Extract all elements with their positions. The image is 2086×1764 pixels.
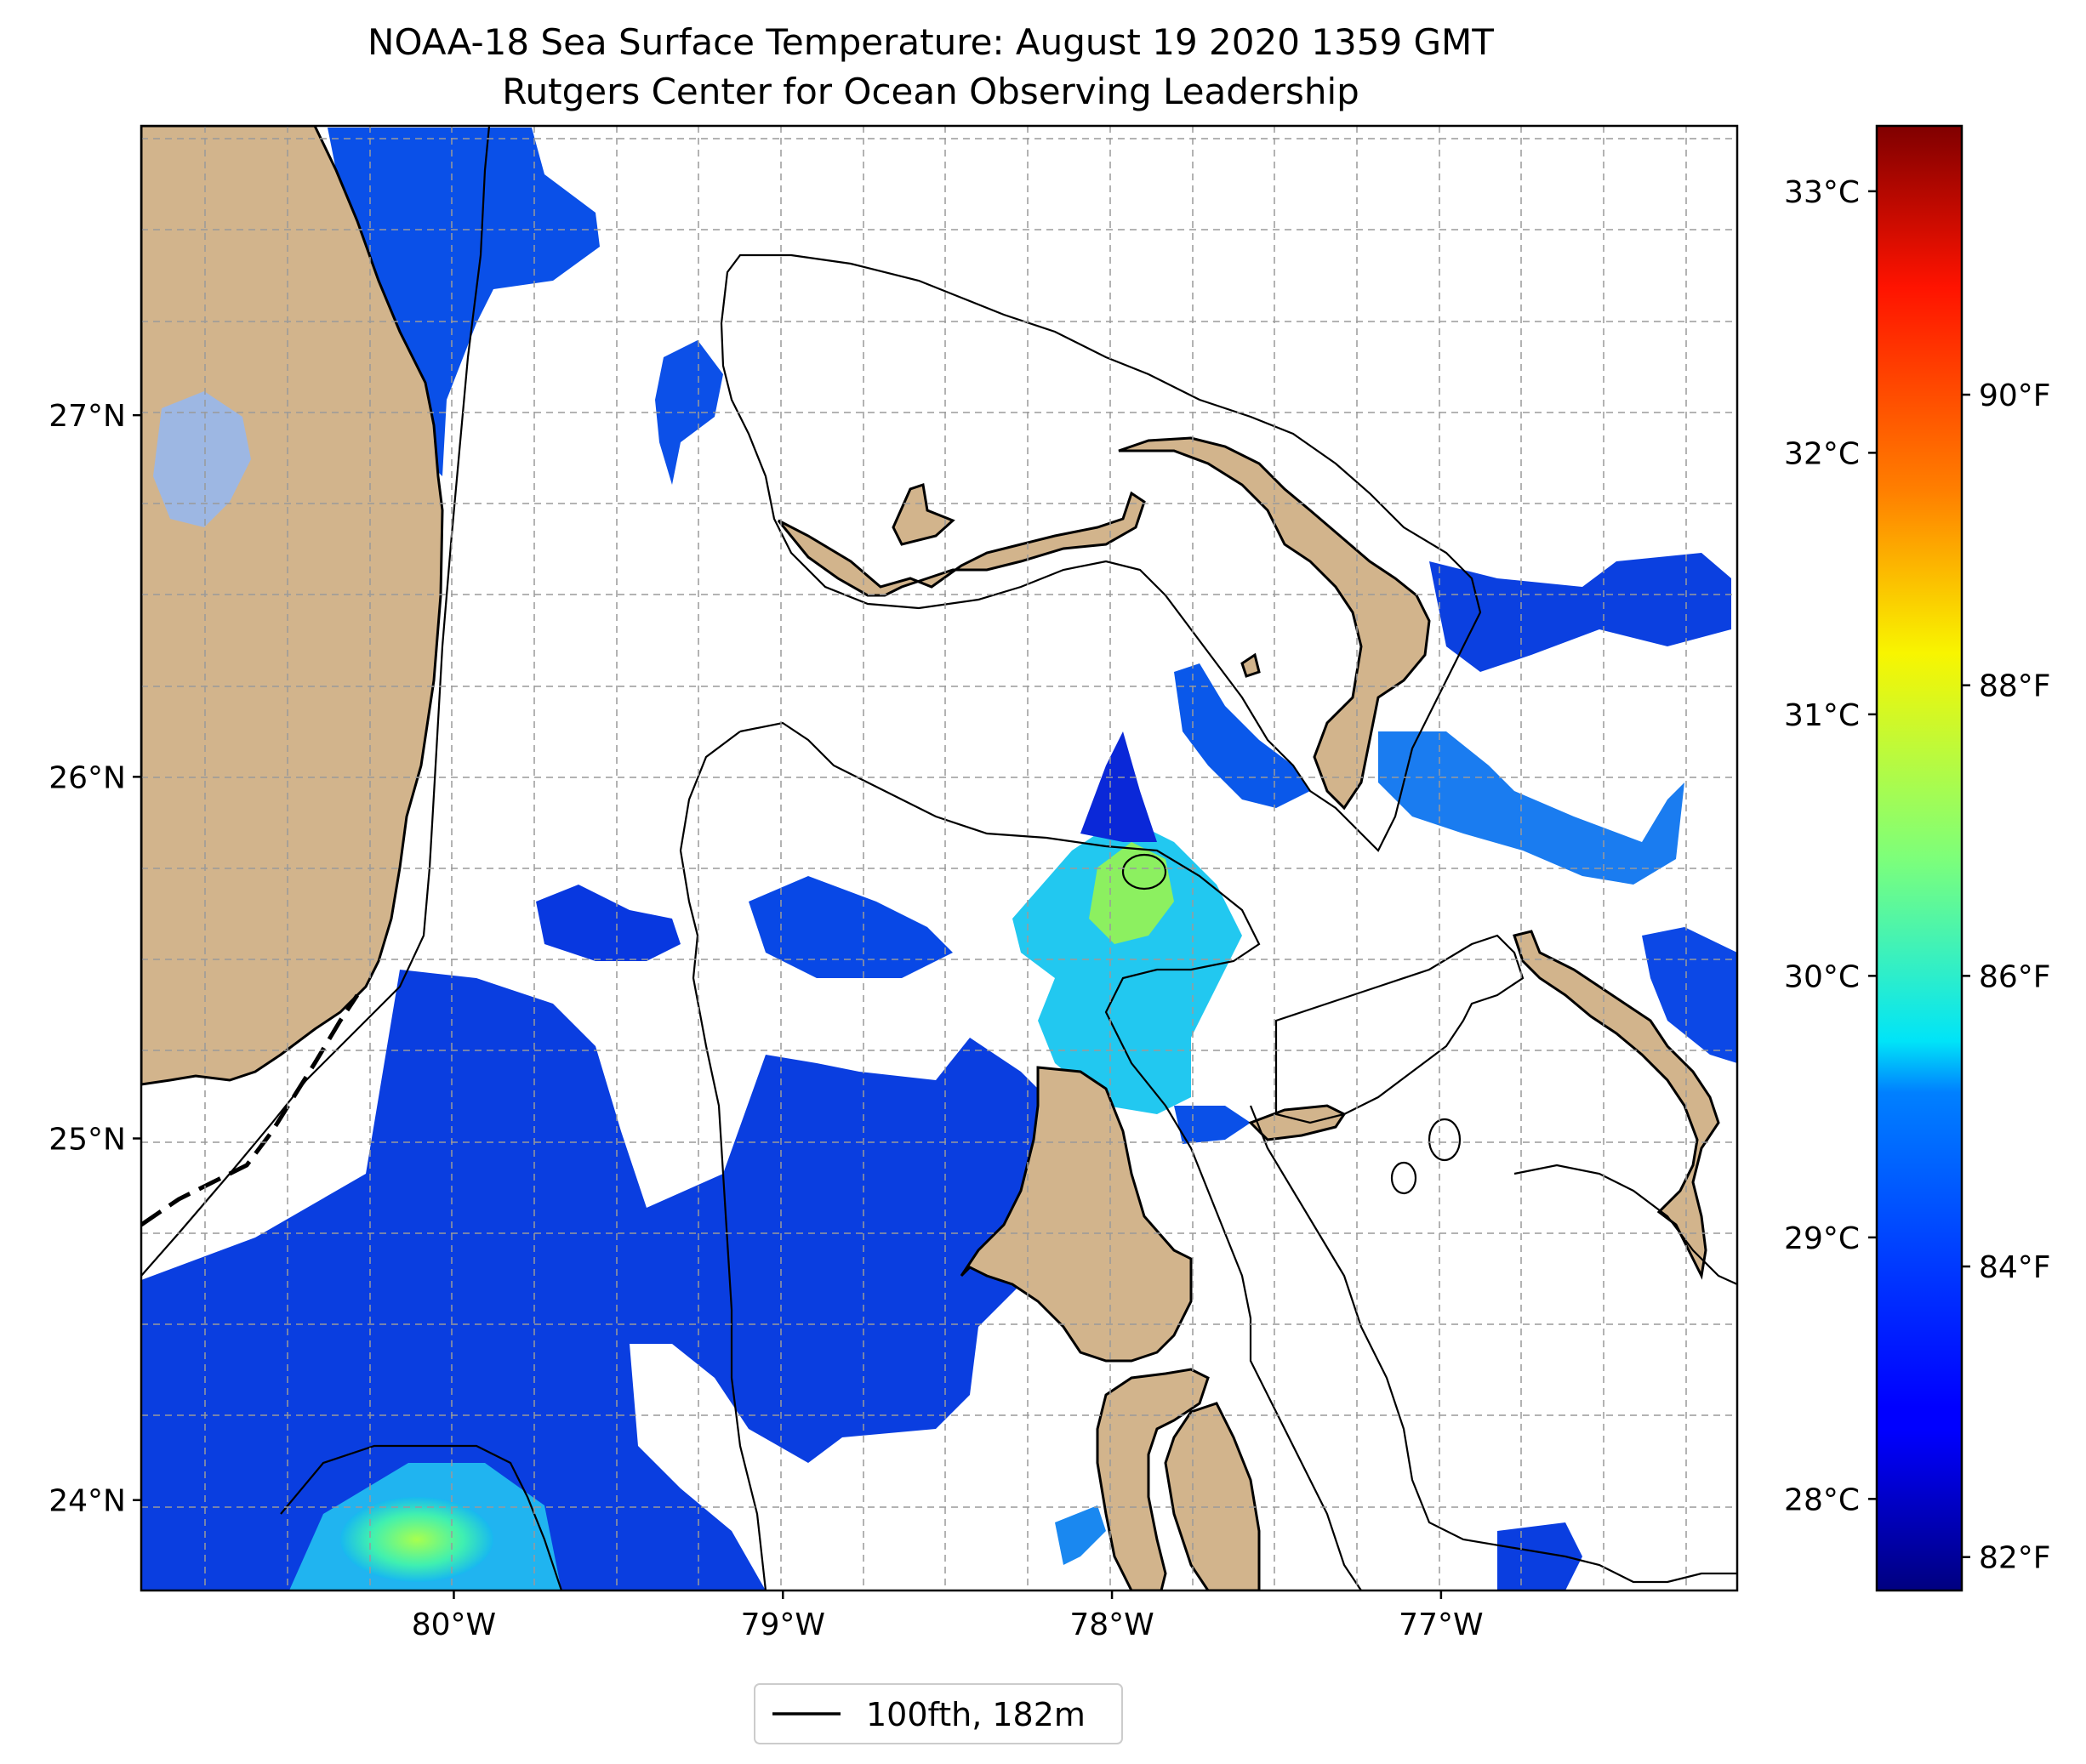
fahrenheit-tick-label-2: 86°F: [1979, 959, 2051, 994]
map-title: NOAA-18 Sea Surface Temperature: August …: [368, 21, 1494, 63]
fahrenheit-tick-label-4: 90°F: [1979, 378, 2051, 413]
land-abaco: [1118, 436, 1431, 811]
land-eleuthera: [1513, 930, 1720, 1280]
contour-cay: [1121, 853, 1167, 891]
map-frame: [140, 124, 1739, 1592]
sst-patch-center: [749, 876, 953, 978]
land-layer: [141, 126, 1720, 1590]
land-florida-lake: [153, 391, 251, 527]
sst-patch-andros-west: [1012, 817, 1242, 1114]
sst-patch-warm-spot: [340, 1497, 493, 1582]
land-berry-isles: [1240, 652, 1261, 678]
contour-exuma: [1249, 1105, 1737, 1584]
lon-axis: 80°W 79°W 78°W 77°W: [412, 1590, 1484, 1642]
legend-label: 100fth, 182m: [866, 1696, 1086, 1733]
contour-seamount-2: [1390, 1161, 1417, 1195]
lat-tick-label-2: 26°N: [48, 760, 126, 795]
sst-patch-berry: [1174, 663, 1310, 808]
sst-patch-bottom-mid: [1055, 1505, 1106, 1565]
lon-tick-label-0: 80°W: [412, 1608, 496, 1642]
celsius-tick-label-4: 32°C: [1784, 436, 1860, 471]
celsius-tick-label-0: 28°C: [1784, 1482, 1860, 1517]
sst-patch-straits: [141, 970, 1055, 1590]
contour-little-bahama-bank: [720, 253, 1482, 852]
sst-patch-florida-north: [328, 128, 600, 476]
map-grid: [141, 126, 1737, 1590]
lon-tick-label-1: 79°W: [741, 1608, 825, 1642]
colorbar-celsius-axis: 28°C 29°C 30°C 31°C 32°C 33°C: [1784, 175, 1877, 1517]
land-andros-north: [960, 1066, 1193, 1363]
contour-great-bahama-bank: [739, 721, 1362, 1590]
land-grand-bahama-bump: [892, 483, 955, 546]
map-area: [141, 126, 1737, 1590]
colorbar: [1875, 124, 1963, 1592]
celsius-tick-label-1: 29°C: [1784, 1221, 1860, 1256]
legend-box: [754, 1683, 1123, 1744]
celsius-tick-label-5: 33°C: [1784, 175, 1860, 210]
sst-patch-bottom-right: [1497, 1522, 1582, 1590]
lon-tick-label-2: 78°W: [1069, 1608, 1154, 1642]
sst-patch-eleuthera-west: [1378, 731, 1684, 885]
contour-bahamas-east: [1513, 1164, 1737, 1286]
contour-tongue: [1274, 934, 1525, 1124]
land-andros-south: [1096, 1368, 1210, 1590]
land-florida: [141, 126, 444, 1086]
contour-seamount: [1428, 1118, 1462, 1162]
colorbar-fahrenheit-axis: 82°F 84°F 86°F 88°F 90°F: [1962, 378, 2051, 1576]
sst-patch-west-mid: [536, 885, 681, 961]
fahrenheit-tick-label-3: 88°F: [1979, 669, 2051, 704]
lat-axis: 24°N 25°N 26°N 27°N: [48, 399, 141, 1519]
fahrenheit-tick-label-1: 84°F: [1979, 1250, 2051, 1285]
contour-cuba-shelf: [280, 1444, 563, 1590]
fahrenheit-tick-label-0: 82°F: [1979, 1541, 2051, 1576]
land-andros-lower: [1164, 1402, 1261, 1590]
sst-patch-exuma-sound: [1642, 927, 1737, 1063]
celsius-tick-label-3: 31°C: [1784, 698, 1860, 733]
sst-patch-abaco: [1429, 553, 1731, 672]
florida-keys: [141, 993, 360, 1227]
contour-west-bank-edge: [679, 731, 767, 1590]
land-grand-bahama: [777, 491, 1146, 597]
keys-chain: [141, 993, 360, 1227]
lat-tick-label-0: 24°N: [48, 1484, 126, 1519]
legend: 100fth, 182m: [754, 1683, 1123, 1744]
bathymetry-contours: [141, 126, 1737, 1590]
celsius-tick-label-2: 30°C: [1784, 959, 1860, 994]
lat-tick-label-3: 27°N: [48, 399, 126, 434]
map-subtitle: Rutgers Center for Ocean Observing Leade…: [502, 71, 1359, 112]
contour-florida-east: [141, 126, 491, 1277]
sst-patch-tongue-north: [1080, 731, 1157, 842]
lat-tick-label-1: 25°N: [48, 1123, 126, 1158]
lon-tick-label-3: 77°W: [1399, 1608, 1483, 1642]
